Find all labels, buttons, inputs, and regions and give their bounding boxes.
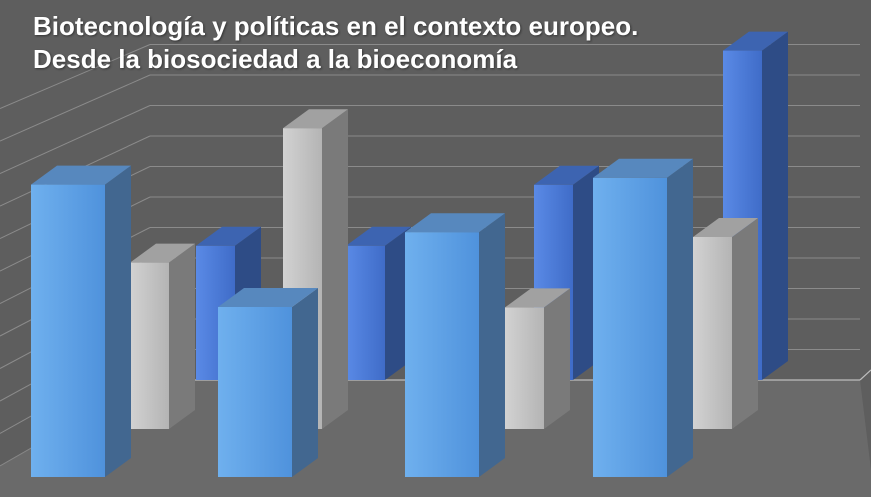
bar-side [479,213,505,477]
bar-top [218,288,318,307]
bar-side [732,218,758,429]
bar-top [283,109,348,129]
bar-top [534,165,599,185]
bar-top [723,31,788,51]
bar-s1-c1 [31,165,131,477]
bar-side [544,288,570,429]
bar-s2-c1 [130,243,195,429]
bar-side [573,165,599,380]
bar-s1-c2 [218,288,318,477]
floor-edge [859,369,871,381]
bar-s1-c3 [405,213,505,477]
bar-side [762,31,788,380]
gridline [0,105,151,174]
bar-front [693,237,732,429]
bar-top [31,165,131,185]
bar-s3-c2 [346,226,411,380]
chart-title: Biotecnología y políticas en el contexto… [33,10,638,76]
bar-side [667,158,693,478]
bar-front [218,307,292,477]
bar-front [31,184,105,477]
bar-side [292,288,318,477]
bar-side [105,165,131,477]
bar-top [196,226,261,246]
gridline [0,74,151,142]
bar-top [505,288,570,308]
bar-front [593,177,667,478]
bar-top [693,218,758,237]
bar-side [322,109,348,429]
bar-side [169,243,195,429]
bar-s1-c4 [593,158,693,478]
bar-front [405,232,479,477]
bar-top [405,213,505,233]
bar-top [130,243,195,263]
chart-title-line-2: Desde la biosociedad a la bioeconomía [33,44,518,74]
bar-s2-c4 [693,218,758,429]
bar-s2-c3 [505,288,570,429]
bar-front [130,262,169,429]
bar-top [593,158,693,178]
bar-side [385,226,411,380]
gridline [0,44,151,109]
chart-title-line-1: Biotecnología y políticas en el contexto… [33,11,639,41]
bar-front [505,307,544,429]
bars [31,31,788,478]
bar-front [346,245,385,380]
bar-top [346,226,411,246]
